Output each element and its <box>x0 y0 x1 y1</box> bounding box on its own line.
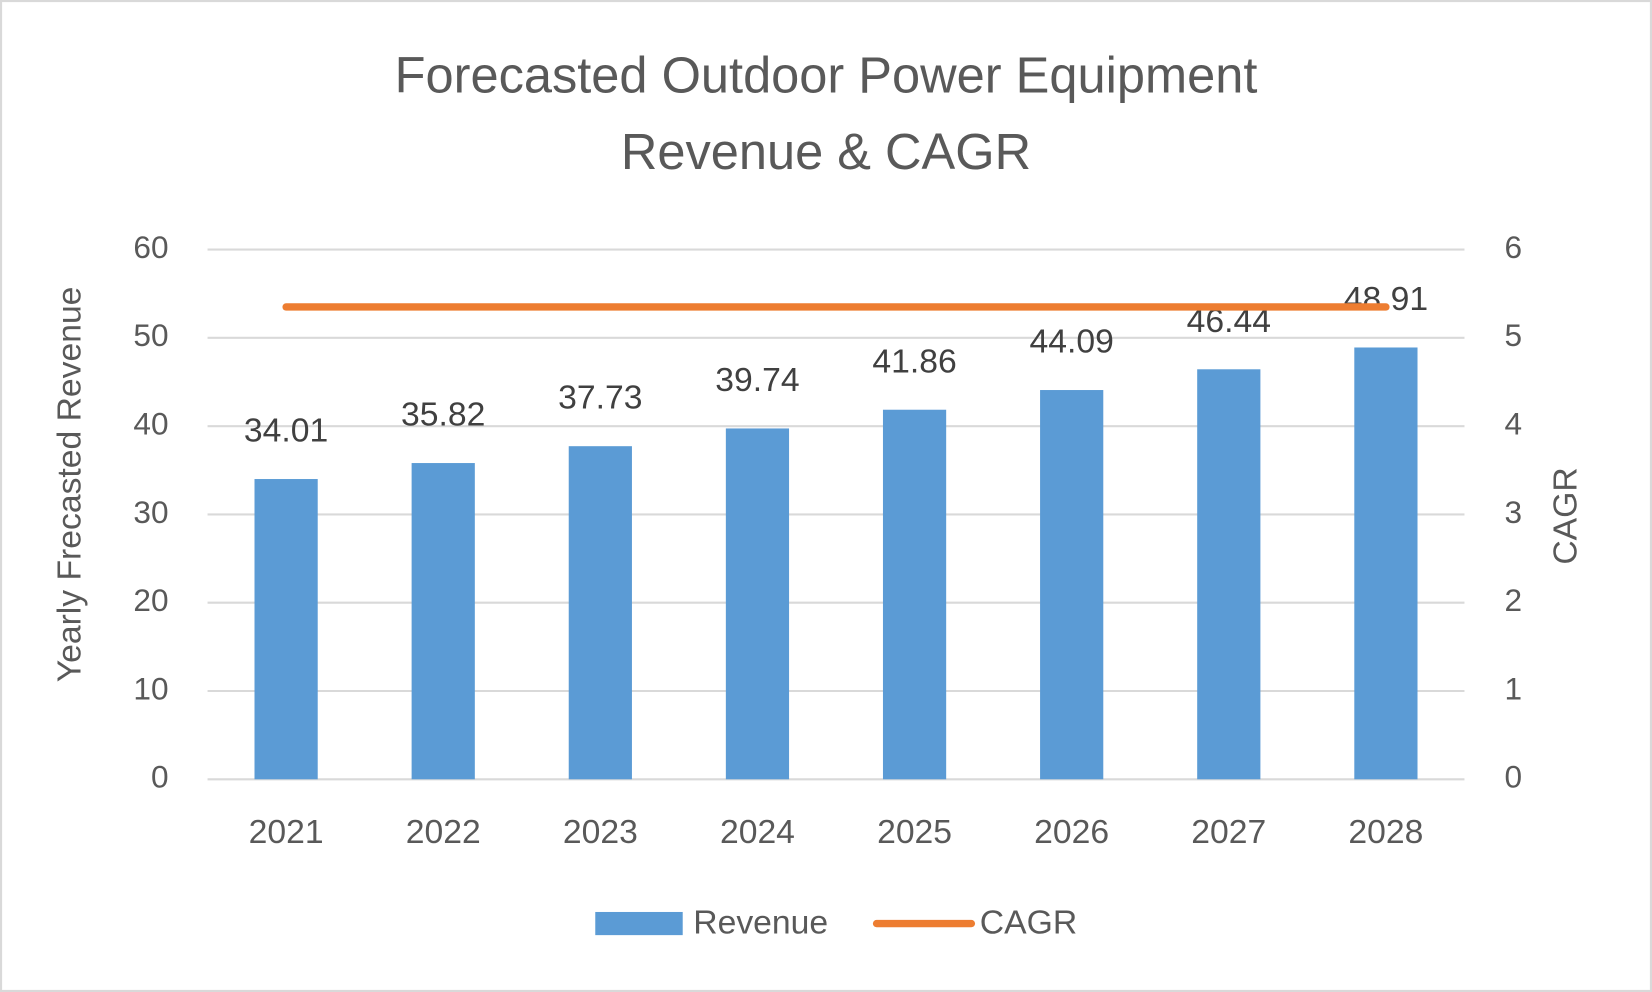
legend-swatch <box>595 911 683 936</box>
bar <box>568 446 632 780</box>
x-tick-label: 2024 <box>720 813 795 851</box>
x-tick-label: 2027 <box>1191 813 1266 851</box>
x-tick-label: 2022 <box>406 813 481 851</box>
x-tick-label: 2021 <box>249 813 324 851</box>
y2-tick-label: 3 <box>1505 494 1523 530</box>
y2-tick-label: 0 <box>1505 759 1523 795</box>
legend-label: CAGR <box>980 904 1077 942</box>
bar <box>1197 369 1261 780</box>
y-tick-label: 40 <box>133 405 168 441</box>
x-tick-label: 2025 <box>877 813 952 851</box>
y2-tick-label: 1 <box>1505 670 1523 706</box>
bar <box>725 428 790 780</box>
data-label: 34.01 <box>244 412 328 450</box>
y2-tick-label: 2 <box>1505 582 1523 618</box>
bar <box>411 463 475 780</box>
data-label: 37.73 <box>558 379 642 417</box>
y2-tick-label: 5 <box>1505 317 1523 353</box>
bar <box>254 479 318 780</box>
y-tick-label: 30 <box>133 494 168 530</box>
y2-tick-label: 6 <box>1505 229 1523 265</box>
legend-label: Revenue <box>693 904 828 942</box>
bar <box>1040 390 1104 780</box>
y-tick-label: 0 <box>151 759 169 795</box>
y-tick-label: 60 <box>133 229 168 265</box>
data-label: 48.91 <box>1344 280 1428 318</box>
bar <box>882 409 947 780</box>
x-tick-label: 2026 <box>1034 813 1109 851</box>
y2-axis-label: CAGR <box>1547 467 1585 564</box>
y-tick-label: 50 <box>133 317 168 353</box>
bar <box>1354 347 1418 780</box>
x-tick-label: 2028 <box>1348 813 1423 851</box>
data-label: 41.86 <box>872 342 956 380</box>
y-tick-label: 20 <box>133 582 168 618</box>
chart-title: Forecasted Outdoor Power Equipment <box>395 46 1258 103</box>
data-label: 35.82 <box>401 396 485 434</box>
y-axis-label: Yearly Frecasted Revenue <box>51 287 89 683</box>
data-label: 44.09 <box>1030 323 1114 361</box>
y2-tick-label: 4 <box>1505 405 1523 441</box>
x-tick-label: 2023 <box>563 813 638 851</box>
data-label: 39.74 <box>715 361 799 399</box>
chart-title: Revenue & CAGR <box>621 123 1031 180</box>
y-tick-label: 10 <box>133 670 168 706</box>
